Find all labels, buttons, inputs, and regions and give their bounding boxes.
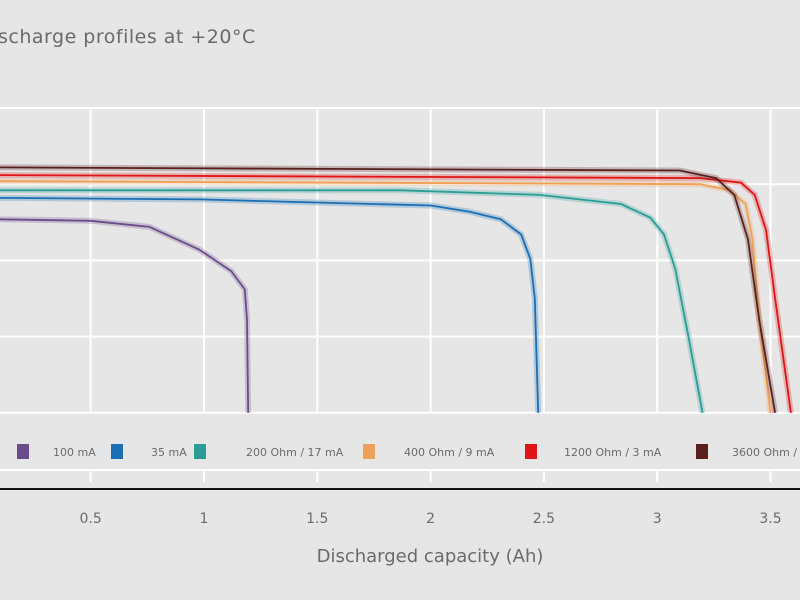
series-halo (0, 178, 774, 414)
legend-label: 100 mA (53, 446, 96, 459)
series-line (0, 189, 704, 413)
series-halo (0, 216, 252, 413)
x-tick-label: 1 (200, 511, 209, 527)
legend: 100 mA 35 mA 200 Ohm / 17 mA 400 Ohm / 9 mA… (17, 444, 800, 459)
x-tick-label: 2 (426, 511, 435, 527)
series-line (0, 218, 250, 413)
legend-label: 400 Ohm / 9 mA (404, 446, 495, 459)
grid (0, 107, 800, 414)
legend-label: 3600 Ohm / 1 (732, 446, 800, 459)
series-line (0, 197, 540, 413)
series-line (0, 180, 772, 413)
x-axis: 0.5 1 1.5 2 2.5 3 3.5 (0, 469, 800, 527)
x-tick-label: 3 (653, 511, 662, 527)
x-tick-label: 0.5 (80, 511, 102, 527)
series-lines (0, 164, 794, 414)
x-tick-label: 2.5 (533, 511, 555, 527)
legend-swatch (363, 444, 375, 459)
x-tick-label: 3.5 (759, 511, 781, 527)
legend-swatch (696, 444, 708, 459)
series-halo (0, 172, 794, 414)
legend-label: 200 Ohm / 17 mA (246, 446, 344, 459)
legend-label: 1200 Ohm / 3 mA (564, 446, 662, 459)
legend-swatch (111, 444, 123, 459)
series-halo (0, 194, 542, 413)
legend-label: 35 mA (151, 446, 187, 459)
x-axis-label: Discharged capacity (Ah) (317, 546, 544, 567)
legend-swatch (525, 444, 537, 459)
legend-swatch (194, 444, 206, 459)
series-line (0, 174, 792, 413)
series-line (0, 166, 776, 413)
x-tick-label: 1.5 (306, 511, 328, 527)
legend-swatch (17, 444, 29, 459)
chart-title: scharge profiles at +20°C (0, 26, 256, 48)
